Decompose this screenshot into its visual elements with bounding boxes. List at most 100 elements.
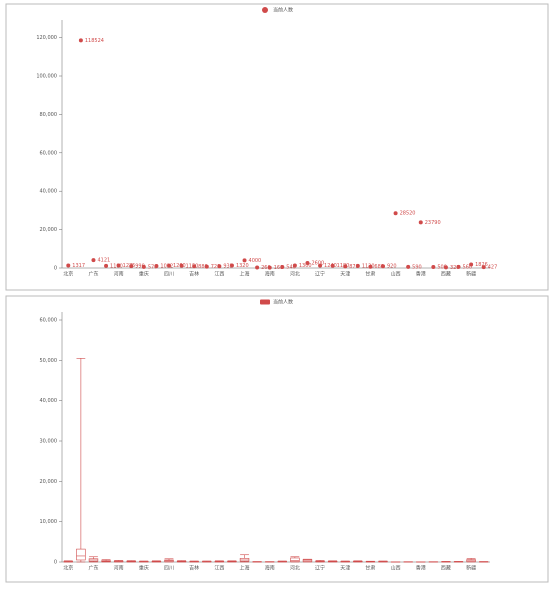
point: [242, 258, 247, 263]
data-label: 1012: [160, 264, 173, 270]
panel: [5, 295, 549, 583]
x-tick-label: 上海: [240, 271, 250, 278]
point: [104, 263, 109, 268]
legend-icon: [260, 299, 270, 305]
point: [229, 263, 234, 268]
x-tick-label: 甘肃: [365, 271, 375, 278]
point: [116, 263, 121, 268]
x-tick-label: 天津: [340, 271, 350, 278]
point: [129, 264, 134, 269]
point: [443, 265, 448, 270]
x-tick-label: 辽宁: [315, 565, 325, 572]
x-tick-label: 海南: [265, 565, 275, 572]
y-tick-label: 60,000: [40, 318, 58, 324]
x-tick-label: 新疆: [466, 271, 476, 278]
point: [456, 264, 461, 269]
point: [481, 265, 486, 270]
data-label: 590: [412, 264, 422, 270]
y-tick-label: 80,000: [40, 112, 58, 118]
x-tick-label: 香港: [416, 565, 426, 572]
point: [355, 263, 360, 268]
point: [141, 264, 146, 269]
data-label: 427: [488, 265, 498, 271]
data-label: 1150: [186, 263, 199, 269]
point: [381, 264, 385, 269]
data-label: 260: [261, 265, 271, 271]
data-label: 118524: [85, 38, 104, 44]
data-label: 4121: [97, 258, 110, 264]
point: [154, 264, 159, 269]
data-label: 990: [135, 264, 145, 270]
data-label: 23790: [425, 220, 441, 226]
data-label: 720: [211, 264, 221, 270]
x-tick-label: 重庆: [139, 565, 149, 572]
data-label: 1260: [173, 263, 186, 269]
x-tick-label: 广东: [88, 271, 98, 278]
point: [167, 263, 171, 268]
x-tick-label: 河南: [114, 271, 124, 278]
data-label: 540: [286, 264, 296, 270]
x-tick-label: 吉林: [189, 565, 199, 572]
x-tick-label: 河北: [290, 565, 300, 572]
y-tick-label: 50,000: [40, 358, 58, 364]
data-label: 1317: [72, 263, 85, 269]
x-tick-label: 甘肃: [365, 565, 375, 572]
legend-label: 当前人数: [273, 7, 293, 14]
x-tick-label: 四川: [164, 272, 174, 278]
y-tick-label: 30,000: [40, 439, 58, 445]
data-label: 320: [450, 265, 460, 271]
point: [255, 265, 260, 270]
x-tick-label: 北京: [63, 271, 73, 278]
data-label: 870: [349, 264, 359, 270]
data-label: 1120: [362, 263, 375, 269]
x-tick-label: 江西: [214, 565, 224, 572]
y-tick-label: 10,000: [40, 519, 58, 525]
panel: [5, 3, 549, 291]
x-tick-label: 山西: [391, 271, 401, 278]
y-tick-label: 20,000: [40, 227, 58, 233]
x-tick-label: 西藏: [441, 271, 451, 278]
point: [91, 258, 96, 263]
x-tick-label: 海南: [265, 271, 275, 278]
x-tick-label: 河南: [114, 565, 124, 572]
data-label: 1320: [236, 263, 249, 269]
x-tick-label: 上海: [240, 565, 250, 572]
data-label: 1180: [337, 263, 350, 269]
point: [406, 264, 411, 269]
y-tick-label: 20,000: [40, 479, 58, 485]
point: [343, 264, 348, 269]
x-tick-label: 香港: [416, 271, 426, 278]
x-tick-label: 吉林: [189, 271, 199, 278]
y-tick-label: 0: [54, 266, 57, 272]
data-label: 680: [374, 264, 384, 270]
x-tick-label: 辽宁: [315, 271, 325, 278]
x-tick-label: 四川: [164, 566, 174, 572]
x-tick-label: 河北: [290, 271, 300, 278]
point: [204, 264, 209, 269]
x-tick-label: 广东: [88, 565, 98, 572]
x-tick-label: 新疆: [466, 565, 476, 572]
legend-icon: [262, 7, 268, 13]
point: [267, 265, 272, 270]
point: [330, 263, 335, 268]
data-label: 920: [387, 264, 397, 270]
point: [368, 264, 373, 269]
x-tick-label: 北京: [63, 565, 73, 572]
x-tick-label: 江西: [214, 271, 224, 278]
legend-label: 当前人数: [273, 299, 293, 306]
point: [292, 263, 297, 268]
point: [66, 263, 71, 268]
point: [192, 264, 197, 269]
y-tick-label: 40,000: [40, 398, 58, 404]
data-label: 1240: [324, 263, 337, 269]
point: [469, 262, 474, 267]
y-tick-label: 40,000: [40, 189, 58, 195]
data-label: 560: [463, 264, 473, 270]
x-tick-label: 西藏: [441, 565, 451, 572]
y-tick-label: 100,000: [36, 74, 57, 80]
data-label: 168: [274, 265, 284, 271]
data-label: 1826: [475, 262, 488, 268]
data-label: 2600: [311, 261, 324, 267]
